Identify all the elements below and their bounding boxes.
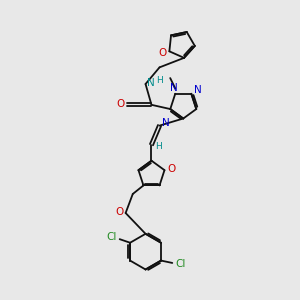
Text: Cl: Cl <box>175 259 185 269</box>
Text: O: O <box>116 99 124 109</box>
Text: N: N <box>194 85 202 95</box>
Text: H: H <box>155 142 162 151</box>
Text: O: O <box>167 164 175 174</box>
Text: O: O <box>115 207 123 218</box>
Text: O: O <box>159 48 167 58</box>
Text: H: H <box>156 76 163 85</box>
Text: N: N <box>170 83 178 93</box>
Text: N: N <box>162 118 169 128</box>
Text: Cl: Cl <box>106 232 117 242</box>
Text: N: N <box>147 77 155 88</box>
